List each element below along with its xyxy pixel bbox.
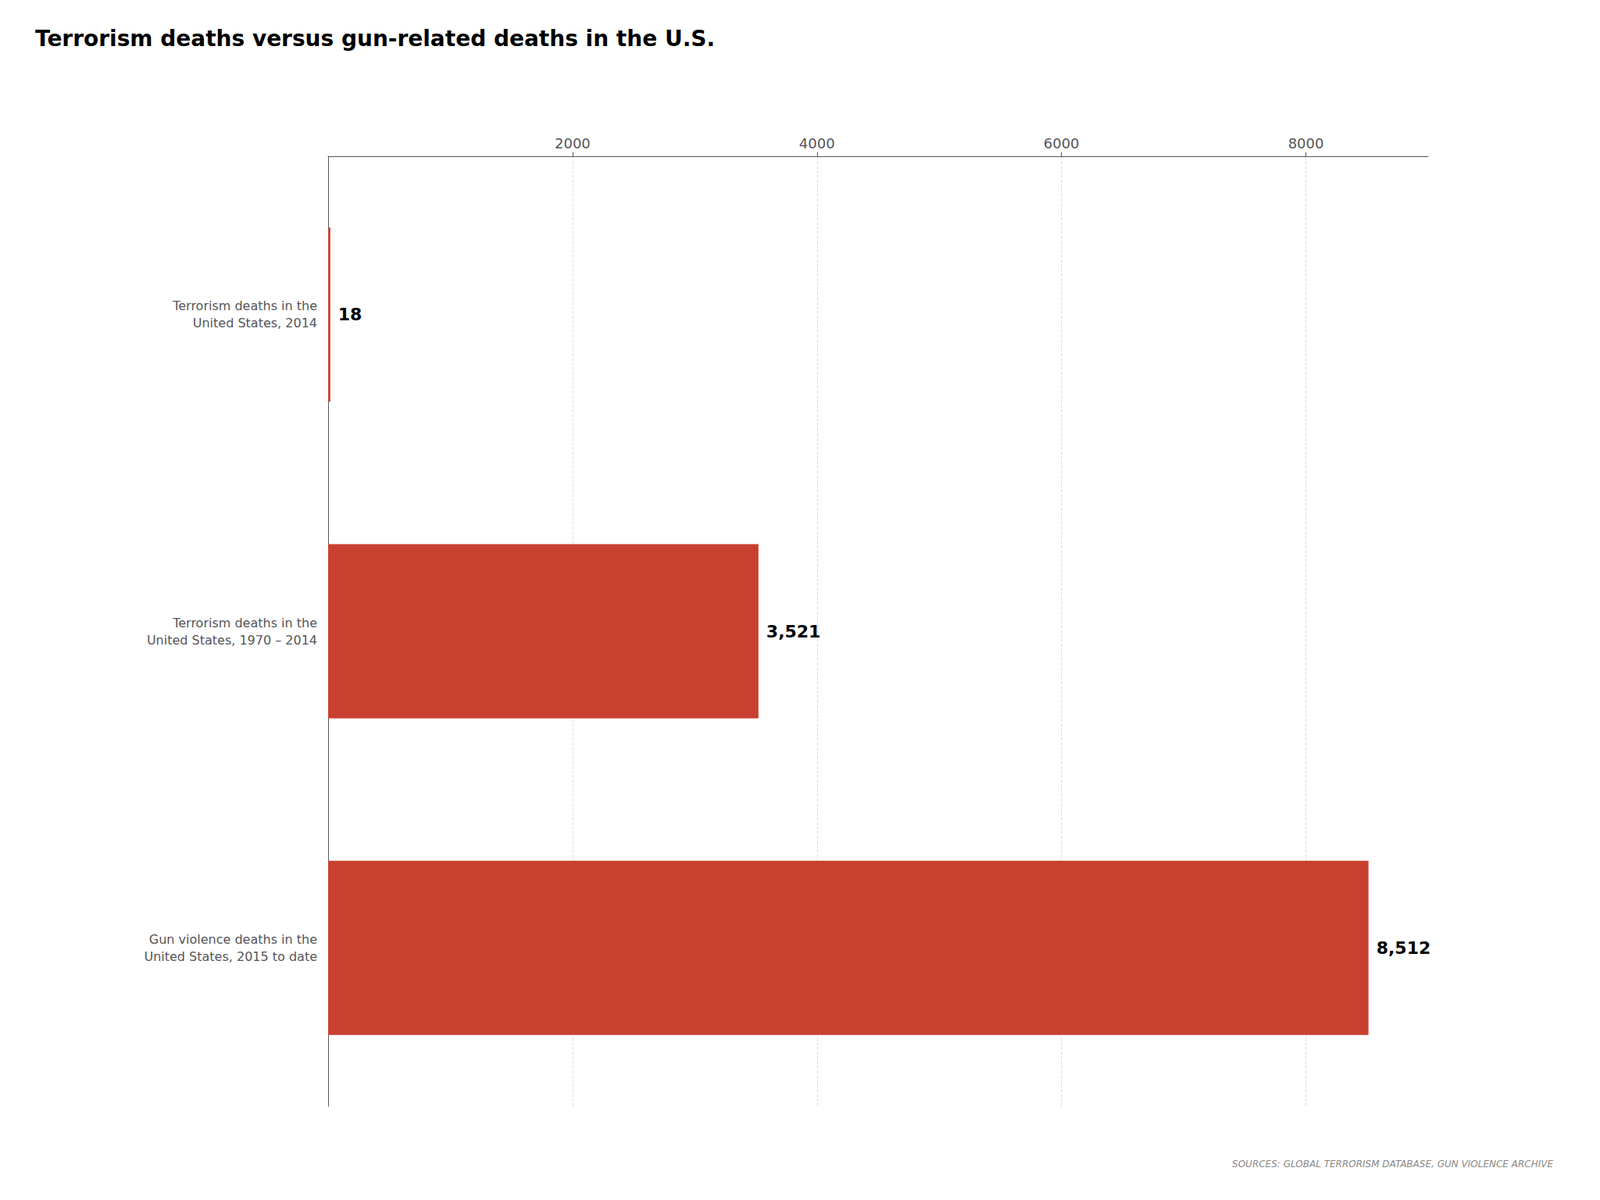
svg-text:2000: 2000 bbox=[554, 135, 591, 152]
svg-text:Terrorism deaths in the: Terrorism deaths in the bbox=[171, 298, 318, 314]
svg-text:Terrorism deaths in the: Terrorism deaths in the bbox=[171, 615, 318, 631]
svg-text:United States, 2014: United States, 2014 bbox=[192, 315, 318, 331]
svg-text:United States, 1970 – 2014: United States, 1970 – 2014 bbox=[146, 632, 318, 648]
svg-text:6000: 6000 bbox=[1043, 135, 1080, 152]
svg-text:Gun violence deaths in the: Gun violence deaths in the bbox=[149, 932, 318, 947]
svg-text:4000: 4000 bbox=[799, 135, 836, 152]
svg-text:8000: 8000 bbox=[1288, 135, 1325, 152]
svg-text:3,521: 3,521 bbox=[766, 621, 822, 642]
svg-text:18: 18 bbox=[338, 304, 363, 325]
svg-text:SOURCES: GLOBAL TERRORISM DATA: SOURCES: GLOBAL TERRORISM DATABASE, GUN … bbox=[1232, 1158, 1554, 1170]
svg-text:8,512: 8,512 bbox=[1376, 938, 1432, 958]
svg-text:United States, 2015 to date: United States, 2015 to date bbox=[143, 949, 318, 965]
svg-text:Terrorism deaths versus gun-re: Terrorism deaths versus gun-related deat… bbox=[35, 25, 715, 52]
